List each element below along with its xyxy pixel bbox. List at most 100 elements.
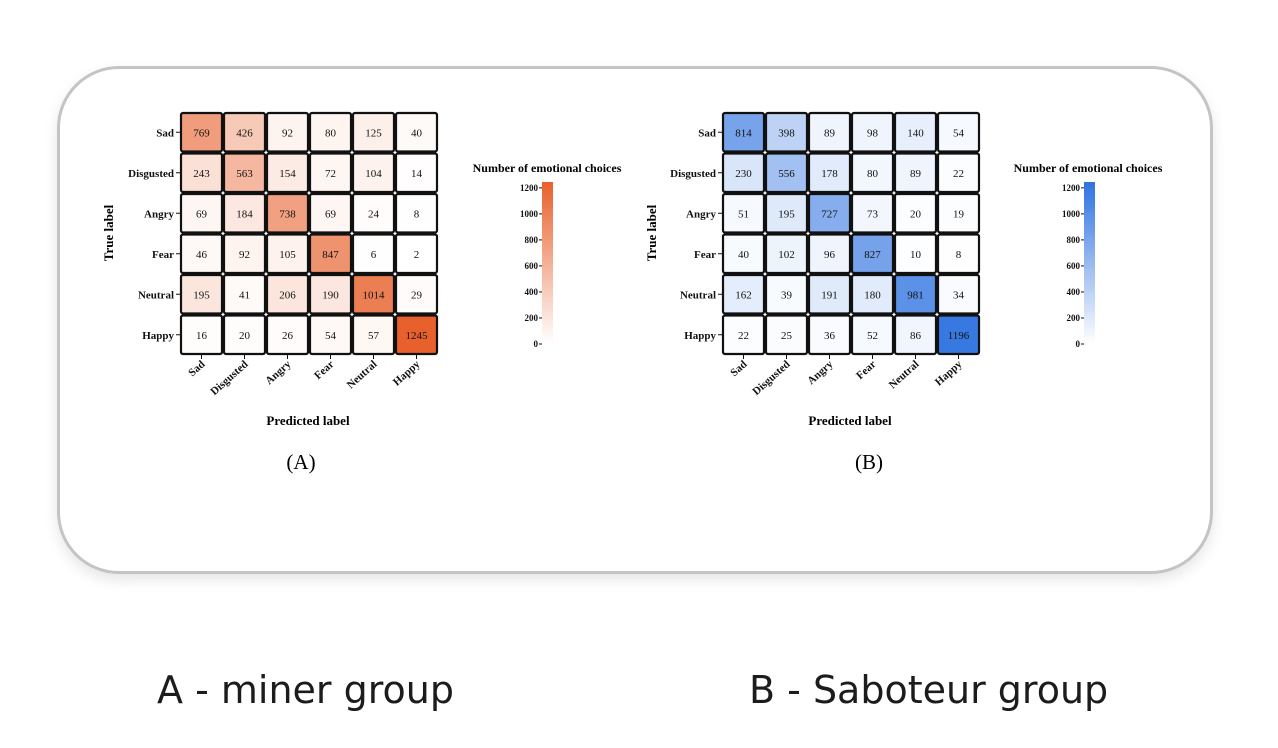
colorbar-tick-label: 1000 <box>520 209 539 219</box>
heatmap-cell-value: 1245 <box>406 330 429 342</box>
heatmap-cell-rect <box>721 192 766 234</box>
heatmap-cell-rect <box>850 233 895 275</box>
heatmap-cell-value: 847 <box>322 249 339 261</box>
colorbar-tick-label: 600 <box>525 261 539 271</box>
heatmap-cell: 727 <box>807 192 852 234</box>
heatmap-cell: 1245 <box>394 314 439 356</box>
row-tick-label: Sad <box>698 127 716 139</box>
row-tick-label: Neutral <box>138 289 174 301</box>
row-tick-label: Angry <box>144 208 174 220</box>
heatmap-cell-value: 125 <box>365 127 382 139</box>
heatmap-cell-value: 184 <box>236 208 253 220</box>
heatmap-cell-value: 36 <box>824 330 836 342</box>
heatmap-cell-rect <box>764 233 809 275</box>
heatmap-cell: 426 <box>222 111 267 153</box>
heatmap-cell-value: 72 <box>325 168 336 180</box>
heatmap-cell-value: 69 <box>325 208 337 220</box>
heatmap-cell-value: 73 <box>867 208 879 220</box>
heatmap-cell-rect <box>179 273 224 315</box>
heatmap-cell-rect <box>265 111 310 153</box>
heatmap-cell: 1196 <box>936 314 981 356</box>
heatmap-cell-value: 2 <box>414 249 420 261</box>
colorbar-tick-label: 0 <box>1076 339 1081 349</box>
heatmap-cell: 73 <box>850 192 895 234</box>
heatmap-cell-value: 26 <box>282 330 294 342</box>
col-tick-label: Happy <box>391 358 423 389</box>
heatmap-cell-value: 556 <box>778 168 795 180</box>
heatmap-cell: 190 <box>308 273 353 315</box>
heatmap-cell-rect <box>265 233 310 275</box>
heatmap-cell-rect <box>936 273 981 315</box>
heatmap-cell-rect <box>893 192 938 234</box>
colorbar-tick-label: 800 <box>1067 235 1081 245</box>
heatmap-cell-value: 86 <box>910 330 922 342</box>
heatmap-cell-rect <box>222 273 267 315</box>
heatmap-cell-value: 96 <box>824 249 836 261</box>
col-tick-label: Angry <box>805 358 836 387</box>
heatmap-cell-value: 140 <box>907 127 924 139</box>
heatmap-cell: 206 <box>265 273 310 315</box>
heatmap-cell-value: 426 <box>236 127 253 139</box>
heatmap-cell-rect <box>351 192 396 234</box>
row-tick-label: Happy <box>142 330 174 342</box>
col-tick-labels-b: Sad Disgusted Angry Fear Neutral Happy <box>728 355 965 398</box>
heatmap-cell: 29 <box>394 273 439 315</box>
caption-b: B - Saboteur group <box>749 668 1109 712</box>
heatmap-cell-rect <box>936 192 981 234</box>
heatmap-cell: 140 <box>893 111 938 153</box>
heatmap-cell-value: 22 <box>953 168 964 180</box>
heatmap-cell-value: 19 <box>953 208 965 220</box>
heatmap-cell-value: 92 <box>282 127 293 139</box>
heatmap-cell-value: 814 <box>735 127 752 139</box>
heatmap-cell-value: 39 <box>781 289 793 301</box>
heatmap-cell: 847 <box>308 233 353 275</box>
heatmap-cell-rect <box>351 111 396 153</box>
colorbar-tick-label: 600 <box>1067 261 1081 271</box>
colorbar-tick-label: 1200 <box>520 183 539 193</box>
colorbar-tick-label: 200 <box>525 313 539 323</box>
heatmap-cell-value: 20 <box>239 330 251 342</box>
heatmap-cell-rect <box>807 233 852 275</box>
heatmap-cell-value: 29 <box>411 289 423 301</box>
heatmap-cell-value: 738 <box>279 208 296 220</box>
heatmap-cell-value: 98 <box>867 127 879 139</box>
heatmap-cell: 556 <box>764 152 809 194</box>
heatmap-cell-value: 54 <box>325 330 337 342</box>
heatmap-cell: 195 <box>179 273 224 315</box>
colorbar-tick-label: 200 <box>1067 313 1081 323</box>
heatmap-cell-rect <box>850 192 895 234</box>
heatmap-cell: 180 <box>850 273 895 315</box>
colorbar-tick-label: 400 <box>1067 287 1081 297</box>
row-tick-labels-a: Sad Disgusted Angry Fear Neutral Happy <box>128 127 180 342</box>
heatmap-cell: 154 <box>265 152 310 194</box>
colorbar-a <box>542 182 553 344</box>
colorbar-tick-label: 1000 <box>1062 209 1081 219</box>
heatmap-cell-rect <box>179 233 224 275</box>
heatmap-cell-value: 34 <box>953 289 965 301</box>
heatmap-cell-rect <box>351 152 396 194</box>
heatmap-cell: 89 <box>893 152 938 194</box>
heatmap-cell-value: 191 <box>821 289 838 301</box>
heatmap-cell-value: 6 <box>371 249 377 261</box>
heatmap-cell-rect <box>893 273 938 315</box>
colorbar-ticks-a: 0 200 400 600 800 1000 1200 <box>520 183 542 349</box>
heatmap-cell-value: 563 <box>236 168 253 180</box>
row-tick-label: Disgusted <box>670 168 716 180</box>
heatmap-cell-value: 80 <box>867 168 879 180</box>
heatmap-cell-value: 14 <box>411 168 423 180</box>
col-tick-label: Fear <box>854 358 878 382</box>
heatmap-cell-value: 981 <box>907 289 924 301</box>
heatmap-cell-value: 20 <box>910 208 922 220</box>
heatmap-cell-value: 162 <box>735 289 752 301</box>
heatmap-cell-rect <box>222 111 267 153</box>
heatmap-cell: 191 <box>807 273 852 315</box>
heatmap-cell: 10 <box>893 233 938 275</box>
heatmap-cells-a: 769 426 92 80 125 40 243 563 154 72 104 14 69 184 738 6… <box>179 111 439 356</box>
heatmap-cell: 34 <box>936 273 981 315</box>
heatmap-cell-rect <box>308 192 353 234</box>
heatmap-cell-rect <box>764 192 809 234</box>
heatmap-cell: 40 <box>394 111 439 153</box>
heatmap-cell: 827 <box>850 233 895 275</box>
